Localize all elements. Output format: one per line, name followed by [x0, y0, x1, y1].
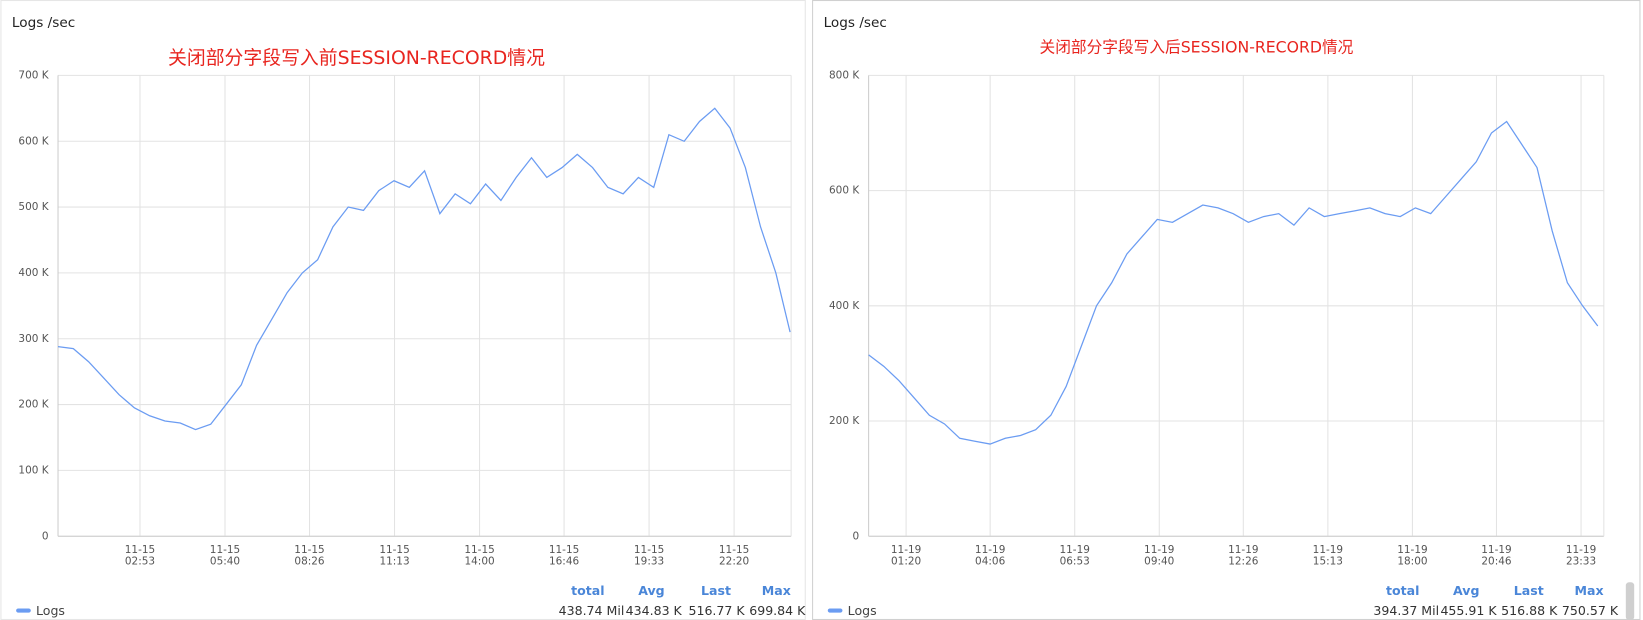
stat-header: Avg [1453, 583, 1479, 598]
stat-value: 516.88 K [1501, 603, 1558, 618]
y-tick-label: 500 K [18, 201, 49, 213]
y-tick-label: 100 K [18, 465, 49, 477]
legend-swatch [827, 608, 843, 613]
panel-title: Logs /sec [12, 15, 75, 31]
y-tick-label: 600 K [829, 185, 860, 197]
stat-value: 455.91 K [1440, 603, 1497, 618]
stat-value: 516.77 K [688, 603, 745, 618]
y-tick-label: 0 [42, 530, 49, 542]
x-tick-label: 11-19 01:20 [891, 544, 921, 568]
x-tick-label: 11-15 19:33 [634, 544, 664, 568]
x-tick-label: 11-19 09:40 [1144, 544, 1174, 568]
y-tick-label: 200 K [829, 415, 860, 427]
x-tick-label: 11-15 22:20 [719, 544, 749, 568]
stat-value: 394.37 Mil [1373, 603, 1439, 618]
y-tick-label: 200 K [18, 399, 49, 411]
scrollbar[interactable] [1625, 582, 1635, 620]
y-tick-label: 600 K [18, 135, 49, 147]
y-tick-label: 700 K [18, 70, 49, 82]
stat-header: Last [701, 583, 731, 598]
legend-label: Logs [36, 603, 65, 618]
x-tick-label: 11-19 23:33 [1566, 544, 1596, 568]
panel-title: Logs /sec [824, 15, 887, 31]
stat-header: total [1386, 583, 1419, 598]
series-line [57, 107, 791, 431]
stat-header: Max [762, 583, 791, 598]
legend-label: Logs [848, 603, 877, 618]
x-tick-label: 11-19 04:06 [975, 544, 1005, 568]
panel [812, 0, 1641, 620]
x-tick-label: 11-15 11:13 [379, 544, 409, 568]
y-tick-label: 800 K [829, 70, 860, 82]
stat-header: Max [1575, 583, 1604, 598]
x-tick-label: 11-19 06:53 [1059, 544, 1089, 568]
x-tick-label: 11-15 08:26 [294, 544, 324, 568]
annotation: 关闭部分字段写入前SESSION-RECORD情况 [168, 47, 545, 69]
x-tick-label: 11-15 14:00 [464, 544, 494, 568]
x-tick-label: 11-19 18:00 [1397, 544, 1427, 568]
stat-value: 438.74 Mil [559, 603, 625, 618]
y-tick-label: 400 K [18, 267, 49, 279]
x-tick-label: 11-19 12:26 [1228, 544, 1258, 568]
x-tick-label: 11-15 05:40 [210, 544, 240, 568]
x-tick-label: 11-19 15:13 [1313, 544, 1343, 568]
stat-header: Last [1514, 583, 1544, 598]
x-tick-label: 11-15 16:46 [549, 544, 579, 568]
x-tick-label: 11-19 20:46 [1481, 544, 1511, 568]
legend-swatch [16, 608, 31, 613]
stat-value: 434.83 K [626, 603, 683, 618]
y-tick-label: 0 [853, 530, 860, 542]
stat-header: Avg [638, 583, 664, 598]
stat-header: total [571, 583, 604, 598]
panel [0, 0, 806, 620]
x-tick-label: 11-15 02:53 [125, 544, 155, 568]
y-tick-label: 400 K [829, 300, 860, 312]
series-line [868, 120, 1599, 445]
stat-value: 750.57 K [1562, 603, 1619, 618]
y-tick-label: 300 K [18, 333, 49, 345]
annotation: 关闭部分字段写入后SESSION-RECORD情况 [1040, 38, 1354, 57]
stat-value: 699.84 K [749, 603, 806, 618]
